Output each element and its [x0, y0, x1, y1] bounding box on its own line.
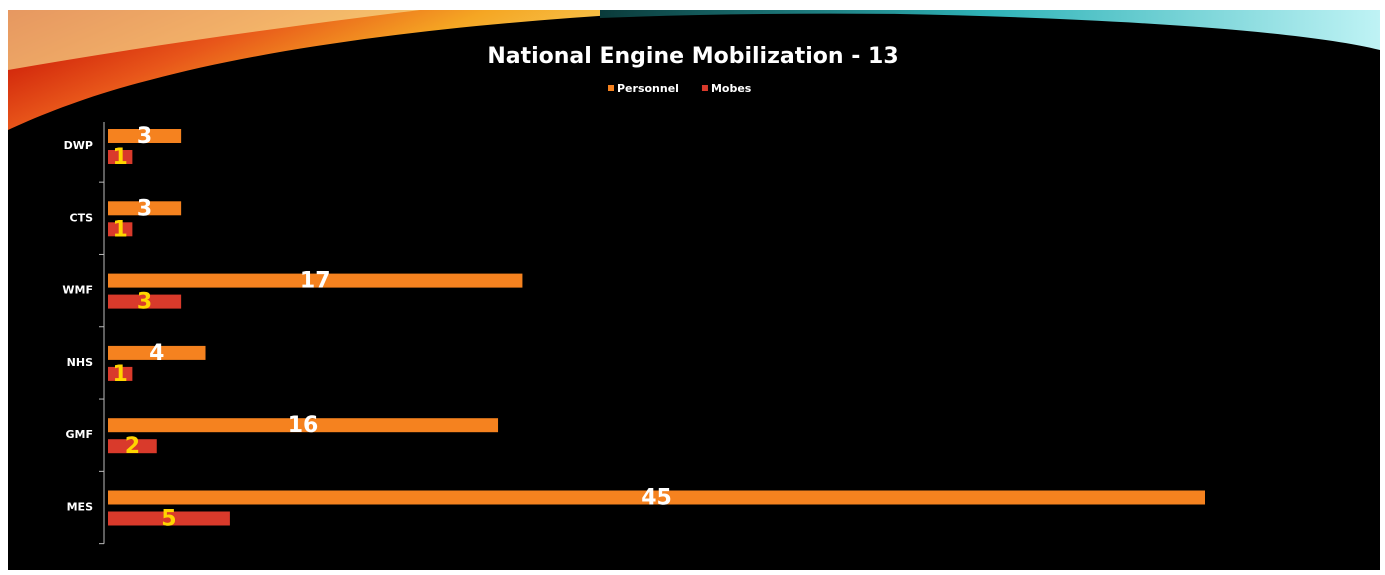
data-label: 3 [137, 290, 152, 315]
bar [108, 294, 182, 309]
legend-swatch [608, 85, 614, 91]
chart-title: National Engine Mobilization - 13 [487, 44, 898, 69]
bar [108, 222, 133, 237]
decor-swoosh [8, 10, 420, 70]
decor-swoosh [600, 10, 1380, 50]
bar [108, 201, 182, 216]
data-label: 4 [149, 341, 164, 366]
bar [108, 366, 133, 381]
data-label: 1 [113, 217, 128, 242]
data-label: 1 [113, 145, 128, 170]
data-label: 16 [288, 413, 319, 438]
bar [108, 490, 1205, 505]
bar [108, 418, 499, 433]
legend-label: Personnel [617, 82, 679, 95]
legend-swatch [701, 85, 708, 91]
bar [108, 129, 182, 143]
data-label: 17 [300, 269, 331, 294]
data-label: 45 [641, 486, 672, 511]
bar [108, 511, 230, 526]
y-tick-label: CTS [70, 211, 94, 224]
legend-label: Mobes [711, 82, 752, 95]
data-label: 2 [125, 434, 140, 459]
bar [108, 273, 523, 288]
y-tick-label: GMF [66, 428, 94, 441]
data-label: 5 [161, 507, 176, 532]
slide-background [8, 10, 1380, 570]
y-tick-label: NHS [67, 356, 93, 369]
bar [108, 150, 133, 164]
bar [108, 345, 206, 360]
bar [108, 439, 157, 454]
data-label: 3 [137, 196, 152, 221]
legend: Personnel Mobes [608, 82, 752, 95]
data-label: 3 [137, 124, 152, 149]
data-label: 1 [113, 362, 128, 387]
y-tick-label: DWP [64, 139, 93, 152]
y-tick-label: WMF [62, 284, 93, 297]
y-tick-label: MES [67, 501, 93, 514]
